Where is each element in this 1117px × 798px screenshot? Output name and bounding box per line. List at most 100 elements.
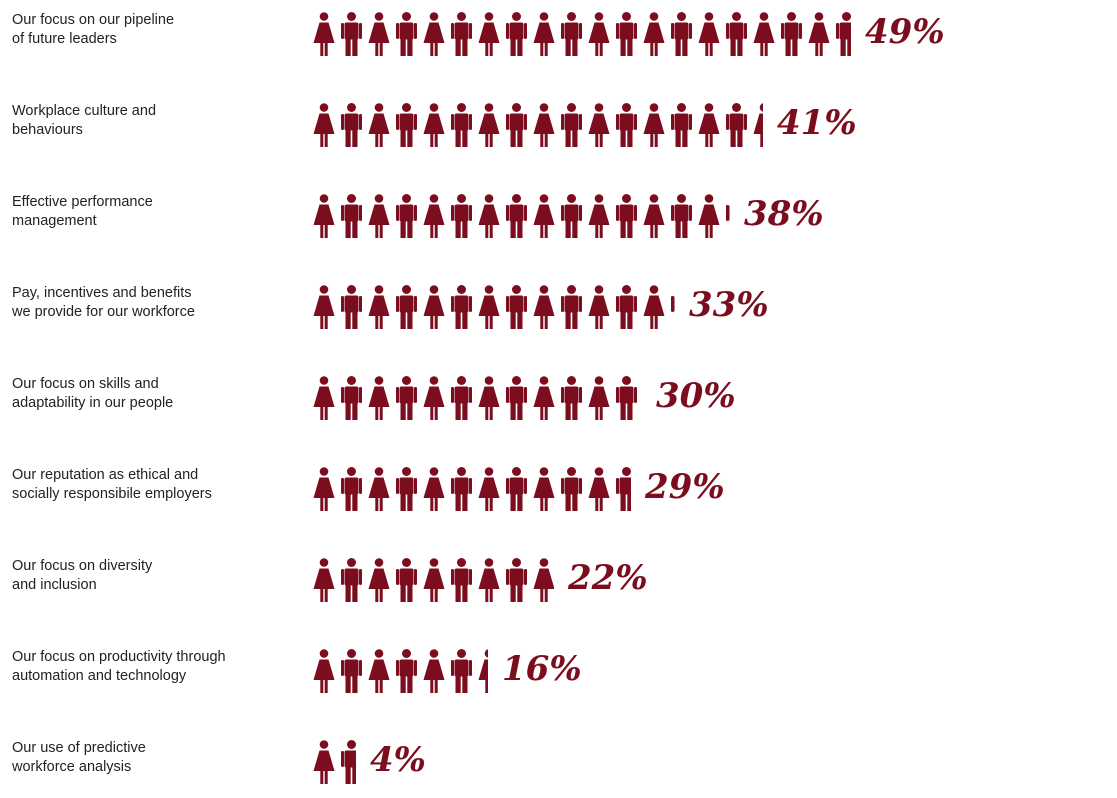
male-figure-icon xyxy=(396,194,417,238)
female-figure-icon xyxy=(478,649,488,693)
male-figure-icon xyxy=(396,649,417,693)
male-figure-icon xyxy=(506,376,527,420)
male-figure-icon xyxy=(616,194,637,238)
male-figure-icon xyxy=(341,558,362,602)
category-label: Pay, incentives and benefits we provide … xyxy=(12,285,195,320)
female-figure-icon xyxy=(698,194,720,238)
category-label: Our focus on skills and adaptability in … xyxy=(12,376,174,411)
male-figure-icon xyxy=(671,296,675,312)
male-figure-icon xyxy=(561,285,582,329)
pictogram-bar xyxy=(313,194,730,238)
female-figure-icon xyxy=(313,12,335,56)
female-figure-icon xyxy=(533,285,555,329)
pictogram-bar xyxy=(313,740,356,784)
female-figure-icon xyxy=(533,103,555,147)
male-figure-icon xyxy=(616,12,637,56)
value-label: 4% xyxy=(370,740,426,780)
pictogram-bar xyxy=(313,558,554,602)
male-figure-icon xyxy=(396,558,417,602)
chart-row: Our focus on our pipeline of future lead… xyxy=(0,10,1117,70)
female-figure-icon xyxy=(588,285,610,329)
category-label: Our focus on diversity and inclusion xyxy=(12,558,153,593)
male-figure-icon xyxy=(341,194,362,238)
male-figure-icon xyxy=(561,103,582,147)
value-label: 41% xyxy=(777,103,857,143)
value-label: 29% xyxy=(645,467,725,507)
pictogram-bar xyxy=(313,12,851,56)
male-figure-icon xyxy=(451,376,472,420)
female-figure-icon xyxy=(423,558,445,602)
female-figure-icon xyxy=(423,285,445,329)
male-figure-icon xyxy=(451,194,472,238)
female-figure-icon xyxy=(313,376,335,420)
female-figure-icon xyxy=(478,376,500,420)
category-label: Our focus on our pipeline of future lead… xyxy=(12,12,175,47)
value-label: 38% xyxy=(744,194,824,234)
value-label: 16% xyxy=(502,649,582,689)
female-figure-icon xyxy=(368,285,390,329)
male-figure-icon xyxy=(506,103,527,147)
category-label: Workplace culture and behaviours xyxy=(12,103,157,138)
male-figure-icon xyxy=(616,376,637,420)
male-figure-icon xyxy=(561,376,582,420)
male-figure-icon xyxy=(561,467,582,511)
male-figure-icon xyxy=(451,558,472,602)
male-figure-icon xyxy=(396,467,417,511)
male-figure-icon xyxy=(671,103,692,147)
female-figure-icon xyxy=(478,12,500,56)
female-figure-icon xyxy=(478,558,500,602)
female-figure-icon xyxy=(533,376,555,420)
chart-row: Our focus on diversity and inclusion 22% xyxy=(0,556,1117,616)
male-figure-icon xyxy=(506,194,527,238)
male-figure-icon xyxy=(341,467,362,511)
female-figure-icon xyxy=(313,558,335,602)
chart-row: Pay, incentives and benefits we provide … xyxy=(0,283,1117,343)
male-figure-icon xyxy=(341,103,362,147)
female-figure-icon xyxy=(423,103,445,147)
male-figure-icon xyxy=(396,285,417,329)
male-figure-icon xyxy=(726,12,747,56)
male-figure-icon xyxy=(341,740,356,784)
female-figure-icon xyxy=(313,285,335,329)
female-figure-icon xyxy=(423,467,445,511)
female-figure-icon xyxy=(533,194,555,238)
female-figure-icon xyxy=(368,467,390,511)
female-figure-icon xyxy=(588,376,610,420)
male-figure-icon xyxy=(836,12,851,56)
female-figure-icon xyxy=(643,12,665,56)
female-figure-icon xyxy=(478,194,500,238)
male-figure-icon xyxy=(396,12,417,56)
female-figure-icon xyxy=(313,740,335,784)
female-figure-icon xyxy=(808,12,830,56)
male-figure-icon xyxy=(781,12,802,56)
chart-row: Our focus on productivity through automa… xyxy=(0,647,1117,707)
female-figure-icon xyxy=(368,103,390,147)
value-label: 30% xyxy=(656,376,736,416)
female-figure-icon xyxy=(643,285,665,329)
male-figure-icon xyxy=(506,467,527,511)
chart-row: Workplace culture and behaviours 41% xyxy=(0,101,1117,161)
female-figure-icon xyxy=(313,194,335,238)
male-figure-icon xyxy=(451,285,472,329)
pictogram-bar xyxy=(313,467,631,511)
female-figure-icon xyxy=(588,12,610,56)
female-figure-icon xyxy=(478,467,500,511)
male-figure-icon xyxy=(671,12,692,56)
female-figure-icon xyxy=(313,467,335,511)
pictogram-bar xyxy=(313,103,763,147)
category-label: Effective performance management xyxy=(12,194,153,229)
female-figure-icon xyxy=(698,103,720,147)
female-figure-icon xyxy=(368,12,390,56)
chart-row: Our focus on skills and adaptability in … xyxy=(0,374,1117,434)
female-figure-icon xyxy=(643,194,665,238)
category-label: Our use of predictive workforce analysis xyxy=(12,740,146,775)
female-figure-icon xyxy=(753,103,763,147)
female-figure-icon xyxy=(423,649,445,693)
female-figure-icon xyxy=(423,12,445,56)
value-label: 33% xyxy=(689,285,769,325)
pictogram-bar xyxy=(313,285,675,329)
male-figure-icon xyxy=(561,12,582,56)
female-figure-icon xyxy=(368,376,390,420)
female-figure-icon xyxy=(753,12,775,56)
